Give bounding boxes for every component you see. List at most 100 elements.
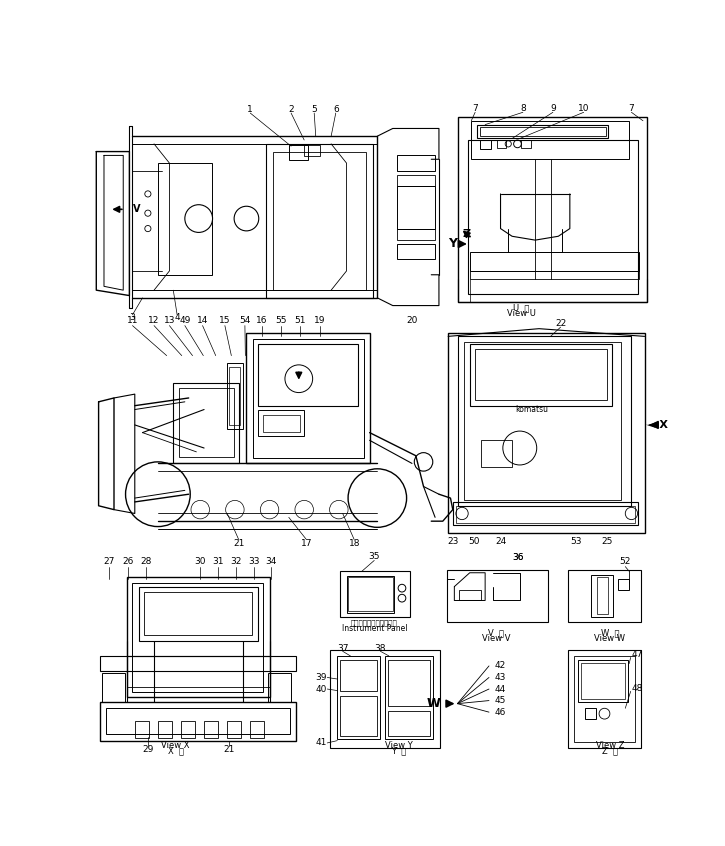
Text: Y: Y xyxy=(448,238,457,250)
Bar xyxy=(480,127,606,136)
Text: 50: 50 xyxy=(468,537,480,547)
Bar xyxy=(340,660,376,690)
Bar xyxy=(181,722,195,739)
Bar xyxy=(107,708,289,734)
Bar xyxy=(480,140,492,149)
Text: 36: 36 xyxy=(513,552,524,562)
Bar xyxy=(100,656,297,672)
Text: 39: 39 xyxy=(315,673,326,682)
Text: 54: 54 xyxy=(239,316,251,326)
Bar xyxy=(250,722,264,739)
Text: View Y: View Y xyxy=(385,741,413,750)
Bar xyxy=(468,140,637,294)
Text: 21: 21 xyxy=(224,745,235,755)
Bar xyxy=(340,696,376,736)
Text: 49: 49 xyxy=(179,316,191,326)
Text: V  期: V 期 xyxy=(488,629,504,637)
Text: 55: 55 xyxy=(276,316,287,326)
Bar xyxy=(304,145,320,157)
Text: X  期: X 期 xyxy=(167,746,183,755)
Text: 53: 53 xyxy=(571,537,581,547)
Bar xyxy=(330,650,439,749)
Bar xyxy=(578,660,628,702)
Text: 15: 15 xyxy=(219,316,231,326)
Bar xyxy=(227,722,241,739)
Bar xyxy=(268,673,291,702)
Bar xyxy=(481,440,512,467)
Bar xyxy=(388,660,430,706)
Text: インストルメントパネル: インストルメントパネル xyxy=(351,619,397,626)
Text: 40: 40 xyxy=(315,684,326,694)
Text: 17: 17 xyxy=(301,539,312,548)
Bar xyxy=(252,338,364,458)
Text: 35: 35 xyxy=(368,552,380,561)
Bar xyxy=(568,650,642,749)
Text: W  期: W 期 xyxy=(600,629,619,637)
Text: komatsu: komatsu xyxy=(515,405,548,414)
Bar xyxy=(618,579,629,590)
Bar xyxy=(100,702,297,740)
Bar xyxy=(144,592,252,635)
Text: 11: 11 xyxy=(127,316,138,326)
Text: 26: 26 xyxy=(123,558,133,567)
Text: View Z: View Z xyxy=(596,741,624,750)
Bar xyxy=(138,586,258,640)
Bar xyxy=(471,121,629,159)
Bar xyxy=(133,583,263,692)
Bar xyxy=(348,577,393,612)
Bar xyxy=(273,151,366,290)
Bar xyxy=(158,163,212,275)
Bar xyxy=(388,711,430,736)
Bar xyxy=(597,577,608,614)
Text: 37: 37 xyxy=(337,644,349,653)
Bar xyxy=(173,382,239,464)
Bar xyxy=(521,140,531,148)
Text: 42: 42 xyxy=(494,662,505,670)
Text: 33: 33 xyxy=(249,558,260,567)
Text: View V: View V xyxy=(481,634,510,643)
Text: 36: 36 xyxy=(513,552,524,562)
Text: 52: 52 xyxy=(620,558,631,567)
Bar xyxy=(127,577,270,697)
Bar xyxy=(585,708,596,719)
Bar xyxy=(397,186,435,228)
Bar xyxy=(337,656,380,739)
Text: 38: 38 xyxy=(375,644,386,653)
Bar xyxy=(178,388,234,457)
Bar xyxy=(227,363,243,429)
Bar xyxy=(158,722,172,739)
Bar xyxy=(581,663,624,699)
Text: 1: 1 xyxy=(247,105,253,113)
Text: 41: 41 xyxy=(315,739,326,747)
Bar xyxy=(397,156,435,171)
Text: Y  期: Y 期 xyxy=(392,746,407,755)
Text: 16: 16 xyxy=(256,316,268,326)
Bar xyxy=(458,117,647,302)
Text: 12: 12 xyxy=(149,316,160,326)
Text: 10: 10 xyxy=(578,104,589,113)
Text: 48: 48 xyxy=(631,684,643,693)
Bar xyxy=(463,342,621,500)
Bar xyxy=(258,409,304,437)
Bar xyxy=(470,251,639,271)
Bar xyxy=(385,656,433,739)
Text: 9: 9 xyxy=(550,104,556,113)
Text: 19: 19 xyxy=(314,316,326,326)
Bar xyxy=(289,145,308,160)
Bar xyxy=(478,124,608,139)
Text: 6: 6 xyxy=(333,105,339,113)
Text: 23: 23 xyxy=(447,537,458,547)
Text: U  期: U 期 xyxy=(513,304,529,312)
Text: 46: 46 xyxy=(494,707,506,717)
Text: 14: 14 xyxy=(197,316,208,326)
Text: 47: 47 xyxy=(631,650,643,659)
Text: 43: 43 xyxy=(494,673,506,682)
Text: 22: 22 xyxy=(555,319,566,327)
Text: 32: 32 xyxy=(231,558,242,567)
Text: 44: 44 xyxy=(494,684,505,694)
Bar xyxy=(263,415,300,431)
Bar xyxy=(258,344,358,406)
Bar xyxy=(230,367,240,425)
Text: 31: 31 xyxy=(212,558,224,567)
Bar xyxy=(497,140,506,148)
